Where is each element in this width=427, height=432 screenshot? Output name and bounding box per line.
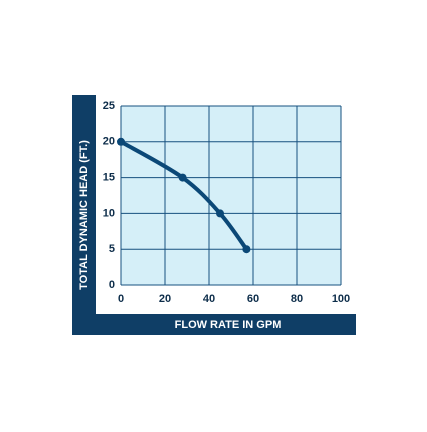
x-tick-label: 20 <box>159 293 171 305</box>
y-tick-label: 20 <box>103 136 115 148</box>
series-line <box>119 139 249 252</box>
data-point <box>216 209 224 218</box>
x-tick-label: 100 <box>332 293 350 305</box>
x-tick-label: 40 <box>203 293 215 305</box>
x-tick-label: 80 <box>291 293 303 305</box>
plot-area <box>121 106 341 285</box>
x-tick-label: 60 <box>247 293 259 305</box>
y-tick-label: 0 <box>109 279 115 291</box>
x-tick-label: 0 <box>118 293 124 305</box>
data-point <box>178 173 187 182</box>
y-tick-label: 10 <box>103 207 115 219</box>
y-tick-label: 5 <box>109 243 115 255</box>
y-tick-label: 25 <box>103 100 115 112</box>
y-axis-label: TOTAL DYNAMIC HEAD (FT.) <box>78 140 90 290</box>
data-point <box>242 245 251 254</box>
data-point <box>117 137 125 146</box>
y-tick-label: 15 <box>103 172 115 184</box>
y-label-bar <box>72 95 96 335</box>
x-axis-label: FLOW RATE IN GPM <box>175 319 282 331</box>
x-label-bar <box>72 314 356 335</box>
